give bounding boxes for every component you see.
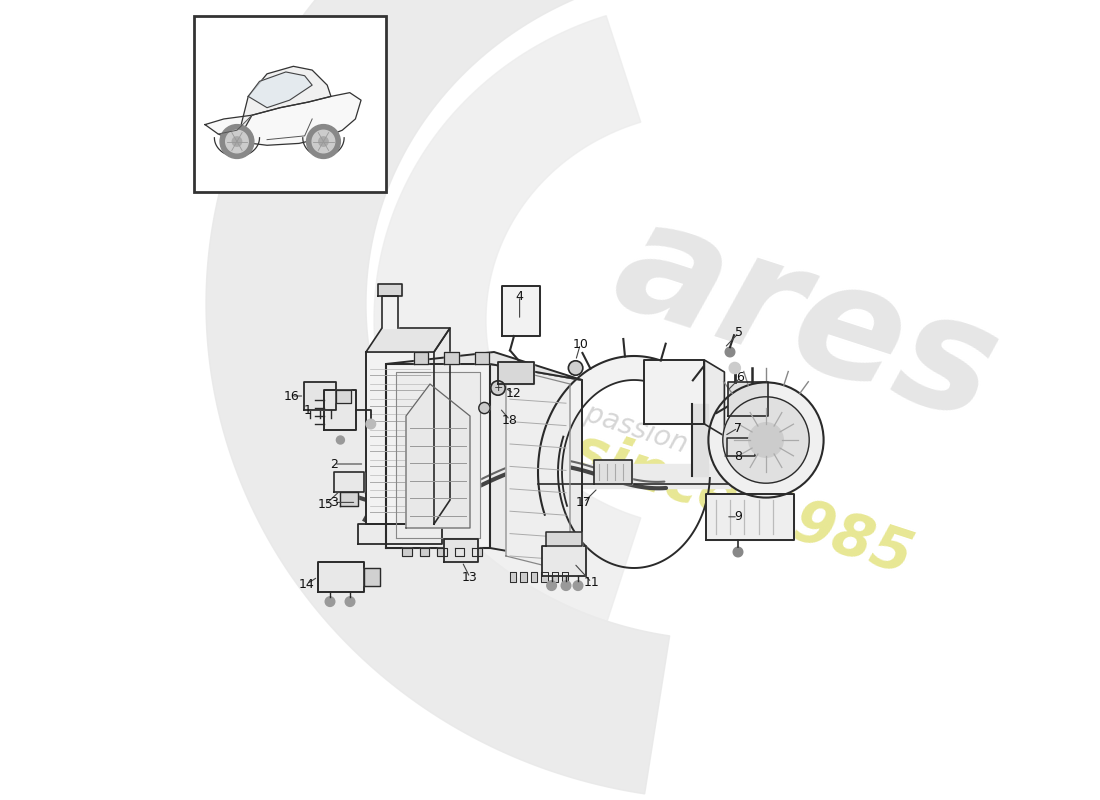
Circle shape: [734, 547, 742, 557]
Circle shape: [478, 402, 490, 414]
Polygon shape: [358, 524, 442, 544]
Polygon shape: [490, 364, 582, 564]
Text: 6: 6: [737, 371, 745, 384]
Polygon shape: [502, 286, 540, 336]
Polygon shape: [541, 572, 548, 582]
Polygon shape: [337, 390, 351, 403]
Polygon shape: [396, 372, 480, 538]
Text: 11: 11: [584, 576, 600, 589]
Bar: [194, 16, 386, 192]
Circle shape: [326, 597, 334, 606]
Text: 2: 2: [330, 458, 338, 470]
Polygon shape: [386, 352, 582, 380]
Polygon shape: [366, 328, 450, 352]
Polygon shape: [305, 382, 337, 410]
Circle shape: [569, 361, 583, 375]
Polygon shape: [454, 548, 464, 556]
Text: 10: 10: [572, 338, 588, 350]
Polygon shape: [444, 539, 478, 562]
Polygon shape: [538, 356, 729, 514]
Polygon shape: [475, 352, 490, 364]
Text: 9: 9: [734, 510, 741, 523]
Polygon shape: [546, 532, 582, 546]
Polygon shape: [340, 492, 358, 506]
Circle shape: [491, 381, 505, 395]
Circle shape: [547, 581, 557, 590]
Polygon shape: [538, 464, 730, 488]
Polygon shape: [382, 296, 398, 328]
Text: 14: 14: [299, 578, 315, 590]
Polygon shape: [374, 16, 641, 624]
Polygon shape: [378, 284, 402, 296]
Polygon shape: [594, 460, 632, 484]
Circle shape: [561, 581, 571, 590]
Polygon shape: [531, 572, 537, 582]
Polygon shape: [520, 572, 527, 582]
Polygon shape: [386, 364, 490, 548]
Circle shape: [366, 419, 375, 429]
Text: 1: 1: [304, 404, 311, 417]
Polygon shape: [706, 494, 794, 540]
Polygon shape: [419, 548, 429, 556]
Text: 13: 13: [462, 571, 477, 584]
Polygon shape: [318, 562, 364, 592]
Polygon shape: [434, 328, 450, 524]
Text: 4: 4: [516, 290, 524, 302]
Text: a passion for: a passion for: [557, 391, 736, 473]
Circle shape: [723, 397, 810, 483]
Text: 3: 3: [330, 496, 338, 509]
Polygon shape: [236, 66, 331, 142]
Polygon shape: [704, 360, 725, 436]
Circle shape: [725, 347, 735, 357]
Polygon shape: [472, 548, 482, 556]
Circle shape: [307, 125, 340, 158]
Polygon shape: [402, 548, 411, 556]
Text: +: +: [493, 383, 503, 393]
Polygon shape: [437, 548, 447, 556]
Text: 18: 18: [502, 414, 518, 426]
Circle shape: [573, 581, 583, 590]
Text: 5: 5: [735, 326, 743, 339]
Text: 8: 8: [734, 450, 742, 462]
Polygon shape: [324, 390, 356, 430]
Polygon shape: [406, 384, 470, 528]
Polygon shape: [506, 368, 570, 572]
Circle shape: [319, 137, 328, 146]
Polygon shape: [692, 404, 708, 476]
Polygon shape: [205, 93, 361, 146]
Circle shape: [232, 137, 242, 146]
Text: 15: 15: [318, 498, 334, 510]
Polygon shape: [510, 572, 516, 582]
Circle shape: [226, 130, 249, 153]
Circle shape: [337, 436, 344, 444]
Circle shape: [729, 362, 740, 374]
Polygon shape: [249, 72, 312, 108]
Polygon shape: [414, 352, 428, 364]
Polygon shape: [206, 0, 670, 794]
Polygon shape: [366, 352, 434, 524]
Polygon shape: [542, 546, 586, 576]
Polygon shape: [727, 438, 755, 456]
Text: 7: 7: [734, 422, 742, 434]
Text: 17: 17: [575, 496, 592, 509]
Text: ares: ares: [596, 186, 1015, 454]
Circle shape: [220, 125, 254, 158]
Polygon shape: [444, 352, 459, 364]
Circle shape: [749, 422, 783, 458]
Text: 16: 16: [284, 390, 299, 402]
Text: 12: 12: [506, 387, 521, 400]
Circle shape: [312, 130, 334, 153]
Polygon shape: [551, 572, 558, 582]
Polygon shape: [364, 568, 381, 586]
Polygon shape: [645, 360, 704, 424]
Polygon shape: [562, 572, 569, 582]
Polygon shape: [498, 362, 534, 384]
Circle shape: [345, 597, 355, 606]
Polygon shape: [728, 382, 769, 416]
Circle shape: [708, 382, 824, 498]
Polygon shape: [334, 472, 364, 492]
Text: since 1985: since 1985: [565, 422, 918, 586]
